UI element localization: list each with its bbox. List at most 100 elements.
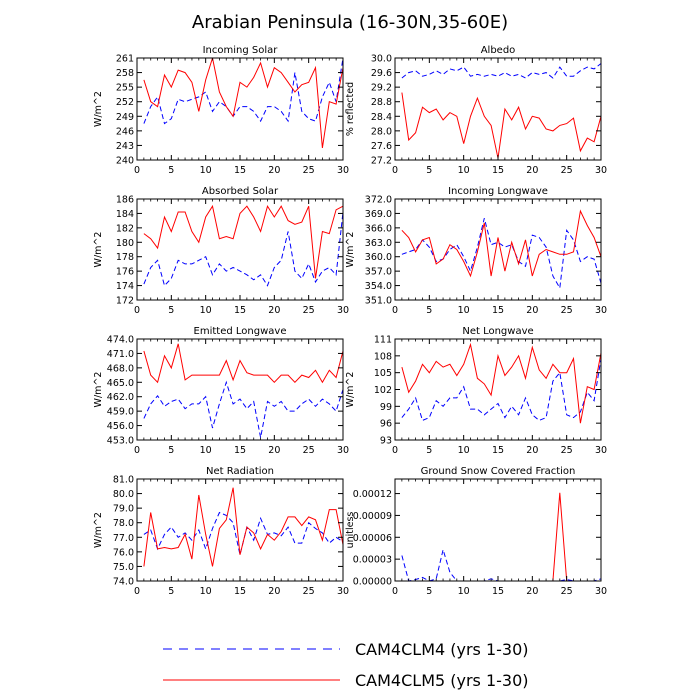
series-line-cam4clm4 xyxy=(401,547,602,582)
x-tick-label: 20 xyxy=(526,586,538,597)
x-tick-label: 30 xyxy=(595,445,607,456)
x-tick-label: 0 xyxy=(134,165,140,176)
y-tick-label: 182 xyxy=(116,223,134,234)
chart-panel: Net Radiation 0 5 10 15 20 25 30 74.0 75.0 76.0 77.… xyxy=(93,466,349,597)
panel-title: Incoming Longwave xyxy=(448,186,548,197)
panel-title: Incoming Solar xyxy=(203,45,279,56)
plot-frame xyxy=(394,57,602,161)
x-tick-label: 15 xyxy=(492,445,504,456)
chart-panel: Absorbed Solar 0 5 10 15 20 25 30 172 174 176 178 18… xyxy=(93,186,349,316)
x-tick-label: 10 xyxy=(458,165,470,176)
chart-panel: Albedo 0 5 10 15 20 25 30 27.2 27.6 28.0 28.4 28.8 29… xyxy=(345,45,607,176)
x-tick-label: 5 xyxy=(168,305,174,316)
y-tick-label: 474.0 xyxy=(107,335,134,346)
series-line-cam4clm5 xyxy=(401,342,602,424)
y-axis-label: W/m^2 xyxy=(93,372,104,408)
series-line-cam4clm5 xyxy=(143,57,344,148)
x-tick-label: 25 xyxy=(303,165,315,176)
y-tick-label: 27.2 xyxy=(371,156,392,167)
y-tick-label: 105 xyxy=(374,368,392,379)
y-tick-label: 240 xyxy=(116,156,134,167)
y-axis-label: W/m^2 xyxy=(93,232,104,268)
y-tick-label: 354.0 xyxy=(365,281,392,292)
x-tick-label: 25 xyxy=(561,165,573,176)
series-line-cam4clm4 xyxy=(401,358,602,422)
x-tick-label: 10 xyxy=(200,305,212,316)
series-line-cam4clm5 xyxy=(143,204,344,279)
y-tick-label: 29.2 xyxy=(371,83,392,94)
y-axis-label: % reflected xyxy=(345,82,356,136)
y-tick-label: 357.0 xyxy=(365,267,392,278)
chart-panel: Emitted Longwave 0 5 10 15 20 25 30 453.0 456.0 45… xyxy=(93,326,349,456)
legend: CAM4CLM4 (yrs 1-30) CAM4CLM5 (yrs 1-30) xyxy=(163,640,529,690)
y-axis-label: unitless xyxy=(345,512,356,549)
x-tick-label: 20 xyxy=(268,165,280,176)
x-tick-label: 20 xyxy=(268,586,280,597)
panel-title: Absorbed Solar xyxy=(202,186,279,197)
series-line-cam4clm5 xyxy=(401,492,601,582)
x-tick-label: 30 xyxy=(337,586,349,597)
x-tick-label: 0 xyxy=(392,445,398,456)
y-tick-label: 80.0 xyxy=(113,489,134,500)
y-tick-label: 261 xyxy=(116,54,134,65)
y-tick-label: 96 xyxy=(380,419,392,430)
x-tick-label: 15 xyxy=(234,445,246,456)
x-tick-label: 10 xyxy=(200,165,212,176)
x-tick-label: 20 xyxy=(526,165,538,176)
x-tick-label: 15 xyxy=(492,586,504,597)
x-tick-label: 20 xyxy=(268,445,280,456)
x-tick-label: 5 xyxy=(426,305,432,316)
y-tick-label: 180 xyxy=(116,238,134,249)
x-tick-label: 0 xyxy=(392,305,398,316)
y-tick-label: 471.0 xyxy=(107,349,134,360)
plot-frame xyxy=(136,478,344,582)
x-tick-label: 5 xyxy=(168,586,174,597)
y-tick-label: 249 xyxy=(116,112,134,123)
plot-frame xyxy=(136,57,344,161)
x-tick-label: 25 xyxy=(561,305,573,316)
x-tick-label: 0 xyxy=(134,305,140,316)
x-tick-label: 5 xyxy=(168,165,174,176)
y-tick-label: 456.0 xyxy=(107,421,134,432)
y-tick-label: 75.0 xyxy=(113,562,134,573)
plot-frame xyxy=(394,338,602,441)
y-tick-label: 78.0 xyxy=(113,518,134,529)
x-tick-label: 10 xyxy=(200,586,212,597)
y-tick-label: 74.0 xyxy=(113,577,134,588)
x-tick-label: 25 xyxy=(303,586,315,597)
series-line-cam4clm4 xyxy=(401,63,602,79)
y-tick-label: 372.0 xyxy=(365,195,392,206)
series-line-cam4clm4 xyxy=(143,380,344,438)
x-tick-label: 20 xyxy=(526,305,538,316)
x-tick-label: 5 xyxy=(168,445,174,456)
panel-title: Net Longwave xyxy=(462,326,533,337)
y-tick-label: 77.0 xyxy=(113,533,134,544)
x-tick-label: 25 xyxy=(303,445,315,456)
y-tick-label: 351.0 xyxy=(365,296,392,307)
y-tick-label: 93 xyxy=(380,436,392,447)
x-tick-label: 15 xyxy=(492,165,504,176)
y-tick-label: 178 xyxy=(116,252,134,263)
y-tick-label: 453.0 xyxy=(107,436,134,447)
figure-title: Arabian Peninsula (16-30N,35-60E) xyxy=(192,12,508,33)
x-tick-label: 30 xyxy=(337,305,349,316)
y-tick-label: 258 xyxy=(116,68,134,79)
y-tick-label: 186 xyxy=(116,195,134,206)
x-tick-label: 5 xyxy=(426,586,432,597)
chart-panel: Net Longwave 0 5 10 15 20 25 30 93 96 99 102 105 108 1… xyxy=(345,326,607,456)
y-tick-label: 0.00006 xyxy=(353,533,392,544)
series-line-cam4clm4 xyxy=(143,211,344,287)
panel-title: Emitted Longwave xyxy=(194,326,287,337)
chart-panel: Incoming Longwave 0 5 10 15 20 25 30 351.0 354.0 3… xyxy=(345,186,607,316)
x-tick-label: 15 xyxy=(492,305,504,316)
y-tick-label: 243 xyxy=(116,141,134,152)
x-tick-label: 30 xyxy=(595,165,607,176)
series-line-cam4clm5 xyxy=(143,343,344,384)
y-tick-label: 184 xyxy=(116,209,134,220)
y-tick-label: 459.0 xyxy=(107,407,134,418)
x-tick-label: 15 xyxy=(234,586,246,597)
x-tick-label: 30 xyxy=(595,305,607,316)
x-tick-label: 20 xyxy=(526,445,538,456)
legend-label: CAM4CLM5 (yrs 1-30) xyxy=(355,671,529,690)
